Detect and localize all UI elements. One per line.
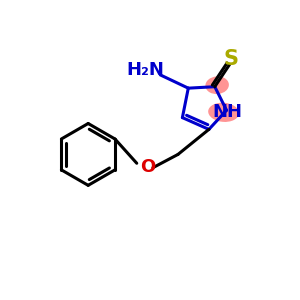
Ellipse shape (206, 76, 229, 94)
Text: H₂N: H₂N (127, 61, 164, 79)
Text: S: S (224, 49, 238, 69)
Ellipse shape (208, 103, 239, 122)
Text: O: O (140, 158, 155, 176)
Text: NH: NH (212, 103, 242, 121)
